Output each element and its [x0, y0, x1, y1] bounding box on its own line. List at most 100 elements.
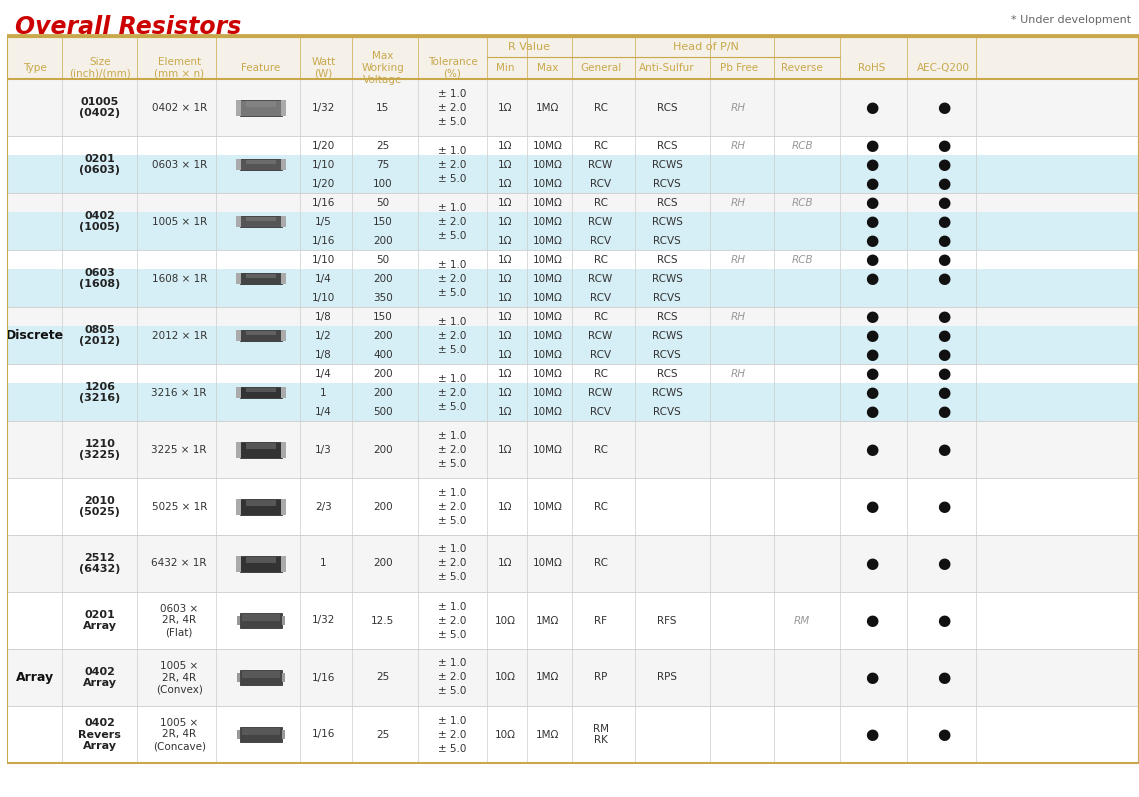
Text: RCVS: RCVS	[653, 235, 681, 245]
Text: 1/10: 1/10	[312, 254, 335, 265]
Bar	[7, 212, 1139, 231]
Bar	[240, 728, 281, 742]
Text: 1Ω: 1Ω	[498, 179, 513, 189]
Text: 10Ω: 10Ω	[494, 673, 516, 682]
Bar	[280, 273, 286, 285]
Bar	[281, 616, 285, 626]
Text: RP: RP	[593, 673, 607, 682]
Bar	[281, 673, 285, 682]
Text: 1005 × 1R: 1005 × 1R	[151, 217, 207, 226]
Text: RCS: RCS	[657, 312, 678, 321]
Text: ●: ●	[866, 366, 878, 381]
Text: 1/20: 1/20	[312, 140, 335, 151]
Text: RCWS: RCWS	[652, 273, 682, 284]
Text: 1/16: 1/16	[312, 729, 335, 740]
Text: 2012 × 1R: 2012 × 1R	[151, 331, 207, 340]
Text: 1Ω: 1Ω	[498, 140, 513, 151]
Text: 1005 ×
2R, 4R
(Convex): 1005 × 2R, 4R (Convex)	[156, 661, 203, 694]
Text: RC: RC	[593, 254, 607, 265]
Text: RC: RC	[593, 368, 607, 379]
Text: ●: ●	[866, 404, 878, 419]
Text: ●: ●	[866, 271, 878, 286]
Text: Overall Resistors: Overall Resistors	[15, 15, 241, 39]
Bar	[246, 217, 276, 221]
Text: ●: ●	[866, 499, 878, 514]
Text: 1MΩ: 1MΩ	[536, 103, 559, 112]
Bar	[240, 273, 281, 285]
Text: RCS: RCS	[657, 140, 678, 151]
Text: 12.5: 12.5	[371, 615, 394, 626]
Text: 150: 150	[374, 217, 393, 226]
Text: RCB: RCB	[792, 198, 813, 207]
Bar	[7, 326, 1139, 345]
Text: ± 1.0
± 2.0
± 5.0: ± 1.0 ± 2.0 ± 5.0	[439, 88, 467, 127]
Text: ●: ●	[866, 442, 878, 457]
Text: 1/16: 1/16	[312, 198, 335, 207]
Text: ± 1.0
± 2.0
± 5.0: ± 1.0 ± 2.0 ± 5.0	[439, 658, 467, 697]
Text: RH: RH	[731, 198, 746, 207]
Text: ●: ●	[866, 385, 878, 400]
Bar	[7, 250, 1139, 269]
Text: 1Ω: 1Ω	[498, 273, 513, 284]
Text: 1Ω: 1Ω	[498, 312, 513, 321]
Bar	[280, 330, 286, 341]
Text: ± 1.0
± 2.0
± 5.0: ± 1.0 ± 2.0 ± 5.0	[439, 716, 467, 753]
Text: 2010
(5025): 2010 (5025)	[80, 496, 121, 517]
Text: 500: 500	[374, 406, 393, 417]
Text: RC: RC	[593, 198, 607, 207]
Text: 5025 × 1R: 5025 × 1R	[151, 501, 207, 512]
Text: 1MΩ: 1MΩ	[536, 729, 559, 740]
Text: RH: RH	[731, 103, 746, 112]
Bar	[240, 100, 281, 116]
Text: ●: ●	[936, 214, 950, 229]
Bar	[280, 442, 286, 457]
Text: Discrete: Discrete	[6, 329, 64, 342]
Text: RM
RK: RM RK	[592, 724, 608, 745]
Text: Element
(mm × n): Element (mm × n)	[154, 57, 204, 79]
Text: ●: ●	[866, 613, 878, 628]
Text: 10MΩ: 10MΩ	[533, 368, 563, 379]
Bar	[236, 498, 240, 515]
Text: ●: ●	[936, 499, 950, 514]
Text: RCWS: RCWS	[652, 217, 682, 226]
Text: 1/5: 1/5	[314, 217, 331, 226]
Text: ●: ●	[866, 252, 878, 267]
Text: Anti-Sulfur: Anti-Sulfur	[639, 63, 695, 73]
Text: 10MΩ: 10MΩ	[533, 235, 563, 245]
Bar	[7, 364, 1139, 383]
Text: 0603 × 1R: 0603 × 1R	[151, 159, 207, 170]
Text: 25: 25	[376, 673, 390, 682]
Text: Max: Max	[538, 63, 558, 73]
Bar	[236, 100, 240, 116]
Bar	[7, 421, 1139, 478]
Text: RCB: RCB	[792, 254, 813, 265]
Bar	[7, 649, 1139, 706]
Bar	[7, 79, 1139, 136]
Text: 400: 400	[374, 350, 393, 359]
Bar	[7, 592, 1139, 649]
Text: 0603
(1608): 0603 (1608)	[79, 268, 121, 289]
Text: 6432 × 1R: 6432 × 1R	[151, 559, 207, 568]
Text: ●: ●	[866, 556, 878, 571]
Text: 200: 200	[374, 559, 393, 568]
Text: Size
(inch)/(mm): Size (inch)/(mm)	[68, 57, 131, 79]
Text: 1/8: 1/8	[314, 312, 331, 321]
Text: 1Ω: 1Ω	[498, 559, 513, 568]
Text: 1/4: 1/4	[314, 273, 331, 284]
Text: ●: ●	[936, 404, 950, 419]
Text: RCV: RCV	[590, 292, 611, 303]
Bar	[7, 269, 1139, 288]
Text: * Under development: * Under development	[1011, 15, 1131, 25]
Text: 15: 15	[376, 103, 390, 112]
Text: ± 1.0
± 2.0
± 5.0: ± 1.0 ± 2.0 ± 5.0	[439, 146, 467, 183]
Text: RC: RC	[593, 103, 607, 112]
Text: ●: ●	[936, 309, 950, 324]
Bar	[240, 216, 281, 227]
Text: RC: RC	[593, 559, 607, 568]
Bar	[280, 556, 286, 571]
Text: 10MΩ: 10MΩ	[533, 273, 563, 284]
Bar	[7, 136, 1139, 155]
Text: RCW: RCW	[589, 217, 613, 226]
Text: ± 1.0
± 2.0
± 5.0: ± 1.0 ± 2.0 ± 5.0	[439, 374, 467, 411]
Text: 25: 25	[376, 729, 390, 740]
